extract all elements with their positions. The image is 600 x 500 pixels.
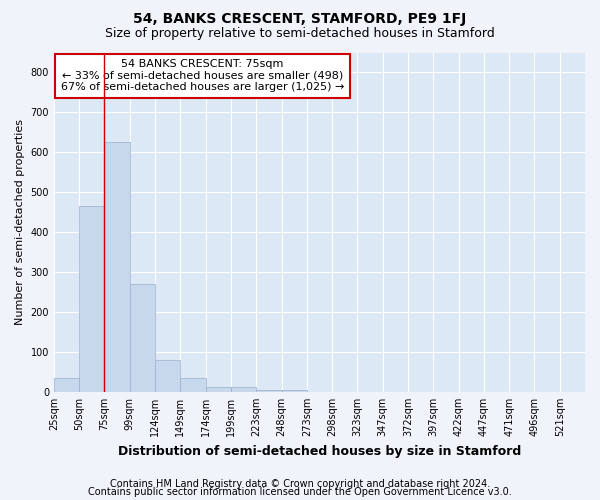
Text: 54 BANKS CRESCENT: 75sqm
← 33% of semi-detached houses are smaller (498)
67% of : 54 BANKS CRESCENT: 75sqm ← 33% of semi-d… — [61, 60, 344, 92]
X-axis label: Distribution of semi-detached houses by size in Stamford: Distribution of semi-detached houses by … — [118, 444, 521, 458]
Text: Size of property relative to semi-detached houses in Stamford: Size of property relative to semi-detach… — [105, 28, 495, 40]
Text: 54, BANKS CRESCENT, STAMFORD, PE9 1FJ: 54, BANKS CRESCENT, STAMFORD, PE9 1FJ — [133, 12, 467, 26]
Bar — [130, 284, 155, 392]
Bar — [155, 360, 181, 392]
Text: Contains HM Land Registry data © Crown copyright and database right 2024.: Contains HM Land Registry data © Crown c… — [110, 479, 490, 489]
Bar — [181, 378, 206, 392]
Bar — [256, 390, 281, 392]
Bar — [79, 206, 104, 392]
Bar — [54, 378, 79, 392]
Text: Contains public sector information licensed under the Open Government Licence v3: Contains public sector information licen… — [88, 487, 512, 497]
Bar — [206, 386, 231, 392]
Bar — [281, 390, 307, 392]
Y-axis label: Number of semi-detached properties: Number of semi-detached properties — [15, 119, 25, 325]
Bar — [104, 142, 130, 392]
Bar — [231, 387, 256, 392]
